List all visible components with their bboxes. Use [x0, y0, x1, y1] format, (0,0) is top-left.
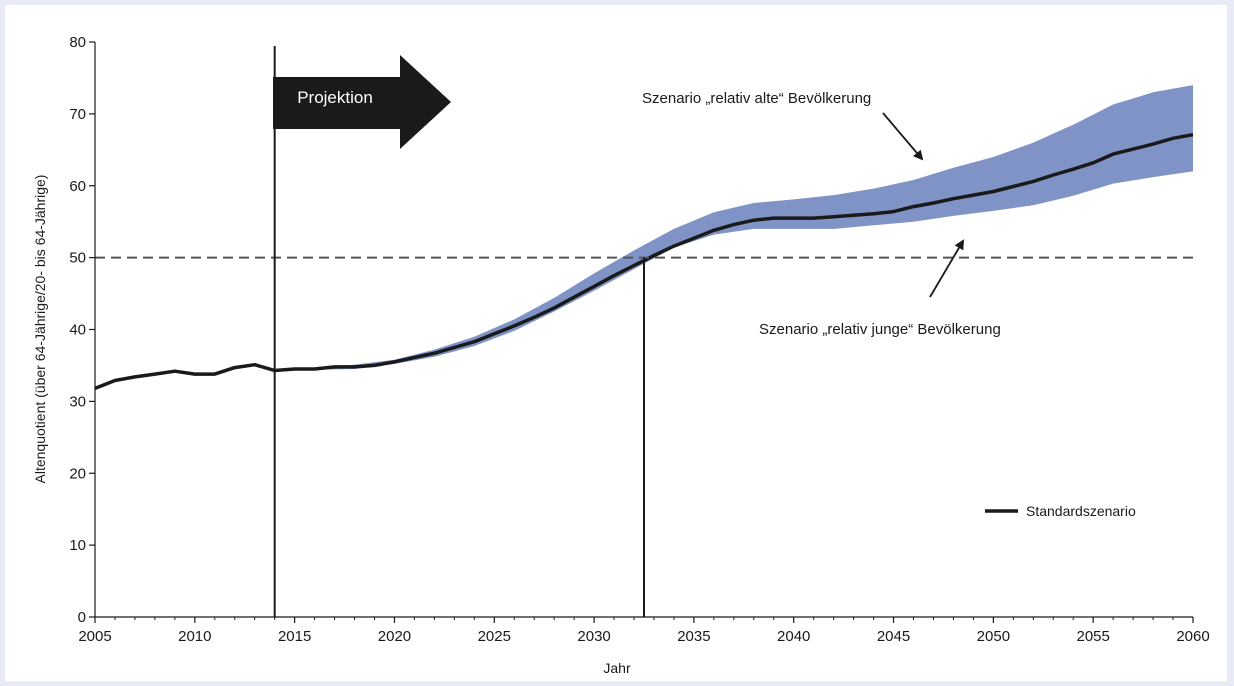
y-axis-title: Altenquotient (über 64-Jährige/20- bis 6… — [32, 175, 48, 484]
y-tick-label: 80 — [69, 34, 86, 51]
y-tick-label: 10 — [69, 537, 86, 554]
y-tick-label: 50 — [69, 250, 86, 267]
legend-label: Standardszenario — [1026, 503, 1136, 519]
x-tick-label: 2035 — [677, 628, 710, 645]
y-tick-label: 30 — [69, 393, 86, 410]
old-scenario-pointer — [882, 112, 924, 161]
x-tick-label: 2040 — [777, 628, 810, 645]
x-tick-label: 2015 — [278, 628, 311, 645]
x-tick-label: 2030 — [577, 628, 610, 645]
young-scenario-pointer — [929, 239, 965, 298]
x-tick-label: 2010 — [178, 628, 211, 645]
x-tick-label: 2005 — [78, 628, 111, 645]
x-tick-label: 2020 — [378, 628, 411, 645]
x-tick-label: 2050 — [977, 628, 1010, 645]
x-tick-label: 2025 — [478, 628, 511, 645]
scenario-band — [274, 85, 1193, 372]
x-tick-label: 2045 — [877, 628, 910, 645]
y-tick-label: 60 — [69, 178, 86, 195]
chart-frame: 0 10 20 30 40 50 60 70 80 2005 2010 2015 2020 2025 203… — [5, 5, 1227, 681]
y-tick-label: 40 — [69, 322, 86, 339]
y-tick-label: 70 — [69, 106, 86, 123]
x-tick-label: 2055 — [1076, 628, 1109, 645]
projection-arrow-shape — [273, 55, 451, 149]
y-tick-label: 0 — [78, 609, 86, 626]
projection-label: Projektion — [297, 88, 373, 107]
x-axis-title: Jahr — [603, 660, 631, 676]
old-scenario-label: Szenario „relativ alte“ Bevölkerung — [642, 90, 871, 107]
x-tick-label: 2060 — [1176, 628, 1209, 645]
y-tick-label: 20 — [69, 465, 86, 482]
young-scenario-label: Szenario „relativ junge“ Bevölkerung — [759, 321, 1001, 338]
